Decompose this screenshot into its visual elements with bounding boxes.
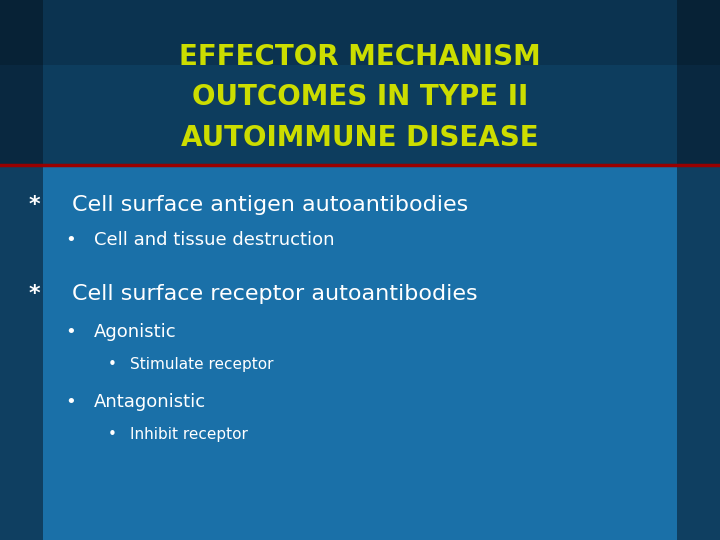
Bar: [0, 0, 43, 540]
Bar: [0, 0, 720, 65]
Text: Inhibit receptor: Inhibit receptor: [130, 427, 248, 442]
Text: •: •: [65, 231, 76, 249]
Text: •: •: [65, 393, 76, 411]
Text: •: •: [108, 427, 117, 442]
Text: *: *: [29, 284, 40, 305]
Text: AUTOIMMUNE DISEASE: AUTOIMMUNE DISEASE: [181, 124, 539, 152]
Text: OUTCOMES IN TYPE II: OUTCOMES IN TYPE II: [192, 83, 528, 111]
Text: EFFECTOR MECHANISM: EFFECTOR MECHANISM: [179, 43, 541, 71]
Text: Antagonistic: Antagonistic: [94, 393, 206, 411]
Text: •: •: [65, 323, 76, 341]
Text: Cell surface antigen autoantibodies: Cell surface antigen autoantibodies: [72, 195, 468, 215]
Text: •: •: [108, 357, 117, 372]
Text: Cell surface receptor autoantibodies: Cell surface receptor autoantibodies: [72, 284, 477, 305]
Bar: [677, 0, 720, 540]
Text: Stimulate receptor: Stimulate receptor: [130, 357, 273, 372]
Text: Agonistic: Agonistic: [94, 323, 176, 341]
Bar: [0, 0, 720, 165]
Text: Cell and tissue destruction: Cell and tissue destruction: [94, 231, 334, 249]
Text: *: *: [29, 195, 40, 215]
